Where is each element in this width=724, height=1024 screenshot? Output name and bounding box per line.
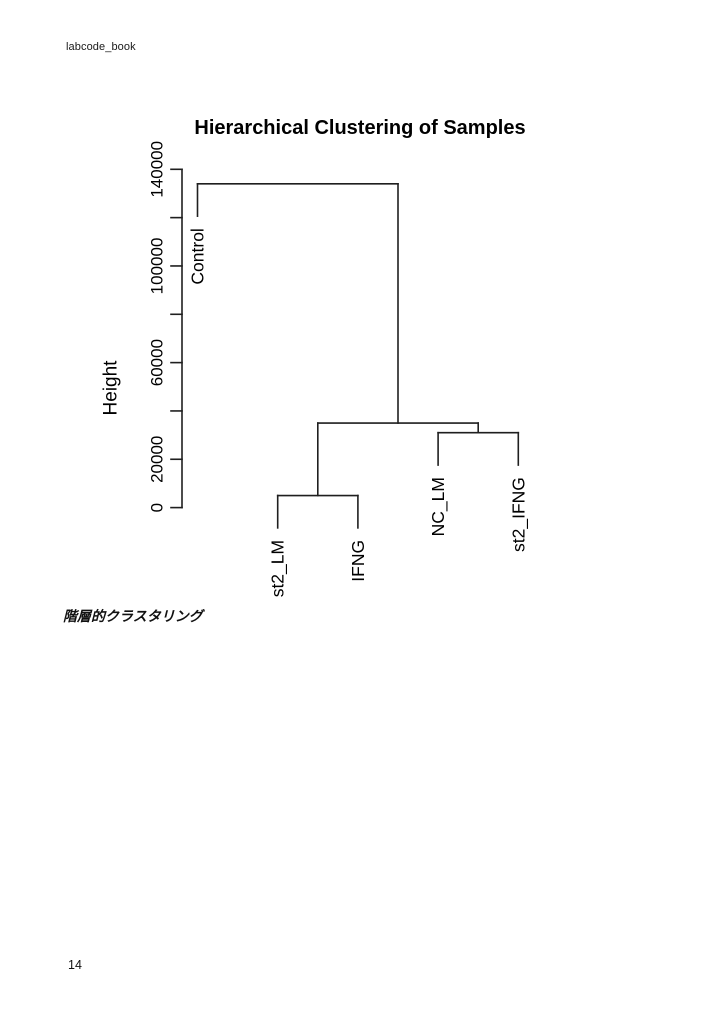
leaf-label-st2-ifng: st2_IFNG	[508, 477, 529, 552]
running-header: labcode_book	[66, 41, 136, 53]
y-tick-label: 140000	[148, 141, 167, 198]
y-axis-label: Height	[101, 360, 122, 416]
y-tick-label: 20000	[148, 436, 167, 483]
dendrogram-plot: Hierarchical Clustering of Samples Height…	[101, 117, 530, 597]
section-caption-ja: 階層的クラスタリング	[63, 608, 203, 624]
y-tick-label: 60000	[148, 339, 167, 386]
dendrogram-figure: Hierarchical Clustering of Samples Height…	[40, 16, 724, 1024]
y-tick-label: 100000	[148, 238, 167, 295]
leaf-label-nc-lm: NC_LM	[428, 477, 449, 536]
leaf-label-ifng: IFNG	[348, 540, 368, 582]
leaf-label-control: Control	[188, 228, 208, 284]
page-number: 14	[68, 958, 82, 972]
leaf-label-st2-lm: st2_LM	[268, 540, 289, 597]
chart-title: Hierarchical Clustering of Samples	[194, 117, 525, 139]
y-tick-label: 0	[148, 503, 167, 512]
